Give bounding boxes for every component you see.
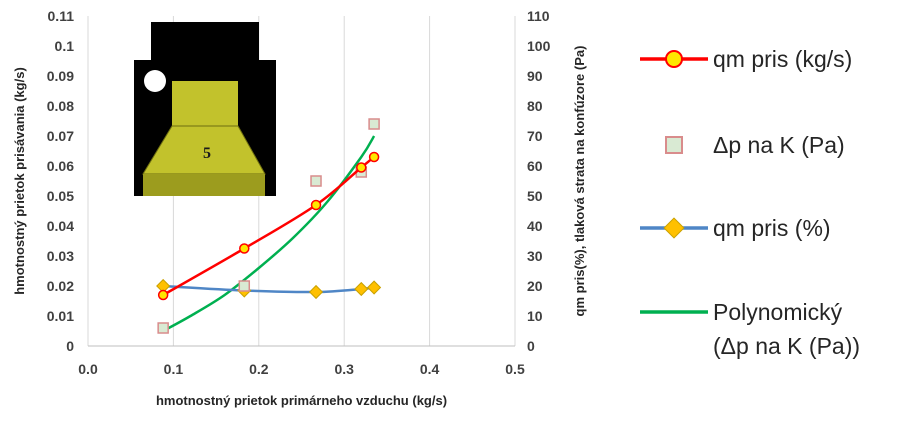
- y-left-tick-label-0: 0: [66, 338, 74, 354]
- y-axis-left-title: hmotnostný prietok prisávania (kg/s): [12, 67, 27, 295]
- inset-white-dot: [144, 70, 166, 92]
- y-left-tick-label-7: 0.07: [47, 128, 74, 144]
- series-2-line: [163, 284, 375, 294]
- series-0-line: [162, 156, 375, 297]
- series-1-point-0: [157, 322, 169, 334]
- x-tick-label-2: 0.2: [249, 361, 269, 377]
- x-tick-label-5: 0.5: [505, 361, 525, 377]
- inset-base: [143, 174, 265, 196]
- legend-label-2: qm pris (%): [713, 215, 831, 241]
- series-0-point-0: [157, 289, 169, 301]
- y-left-tick-label-5: 0.05: [47, 188, 74, 204]
- y-right-tick-label-6: 60: [527, 158, 543, 174]
- y-right-tick-label-2: 20: [527, 278, 543, 294]
- tick-labels: 0.0 0.1 0.2 0.3 0.4 0.500.010.020.030.040.050…: [47, 8, 551, 377]
- series-2-point-2: [308, 284, 324, 300]
- y-left-tick-label-1: 0.01: [47, 308, 74, 324]
- inset-neck: [172, 81, 238, 126]
- legend-label-3: Polynomický (Δp na K (Pa)): [713, 299, 860, 359]
- y-right-tick-label-4: 40: [527, 218, 543, 234]
- x-axis-title: hmotnostný prietok primárneho vzduchu (k…: [156, 393, 447, 408]
- series-2-point-4: [367, 280, 382, 295]
- legend: qm pris (kg/s) Δp na K (Pa) qm pris (%) Pol…: [640, 46, 860, 359]
- y-left-tick-label-9: 0.09: [47, 68, 74, 84]
- y-left-tick-label-6: 0.06: [47, 158, 74, 174]
- x-tick-label-1: 0.1: [164, 361, 184, 377]
- inset-top-block: [151, 22, 259, 62]
- y-right-tick-label-0: 0: [527, 338, 535, 354]
- series-1-point-2: [310, 175, 322, 187]
- series-0-point-4: [368, 151, 380, 163]
- legend-label-3-line-2: (Δp na K (Pa)): [713, 333, 860, 359]
- legend-label-0: qm pris (kg/s): [713, 46, 852, 72]
- x-tick-label-0: 0.0: [78, 361, 98, 377]
- data-marks: [156, 118, 382, 334]
- series-0-point-1: [239, 243, 250, 254]
- inset-image: 5: [134, 22, 276, 196]
- series-0-point-3: [356, 162, 367, 173]
- series-1-point-4: [368, 118, 380, 130]
- series-0-point-2: [310, 199, 322, 211]
- y-left-tick-label-4: 0.04: [47, 218, 74, 234]
- y-left-tick-label-2: 0.02: [47, 278, 74, 294]
- y-left-tick-label-10: 0.1: [55, 38, 75, 54]
- legend-marker-0: [665, 50, 683, 68]
- y-left-tick-label-11: 0.11: [48, 8, 75, 24]
- series-2-point-0: [156, 278, 171, 294]
- y-left-tick-label-8: 0.08: [47, 98, 74, 114]
- y-right-tick-label-11: 110: [527, 8, 550, 24]
- legend-label-3-line-1: Polynomický: [713, 299, 843, 325]
- legend-label-1: Δp na K (Pa): [713, 132, 845, 158]
- series-2-point-3: [354, 281, 369, 297]
- y-right-tick-label-10: 100: [527, 38, 551, 54]
- x-tick-label-4: 0.4: [420, 361, 440, 377]
- inset-label: 5: [203, 145, 211, 162]
- series-1-point-1: [238, 280, 251, 292]
- y-right-tick-label-7: 70: [527, 128, 543, 144]
- y-right-tick-label-9: 90: [527, 68, 543, 84]
- series-3-trendline: [162, 135, 376, 333]
- y-left-tick-label-3: 0.03: [47, 248, 74, 264]
- y-axis-right-title: qm pris(%), tlaková strata na konfúzore …: [572, 46, 587, 317]
- legend-marker-1: [665, 136, 683, 154]
- legend-marker-2: [663, 217, 685, 239]
- y-right-tick-label-3: 30: [527, 248, 543, 264]
- y-right-tick-label-8: 80: [527, 98, 543, 114]
- x-tick-label-3: 0.3: [334, 361, 354, 377]
- y-right-tick-label-5: 50: [527, 188, 543, 204]
- y-right-tick-label-1: 10: [527, 308, 543, 324]
